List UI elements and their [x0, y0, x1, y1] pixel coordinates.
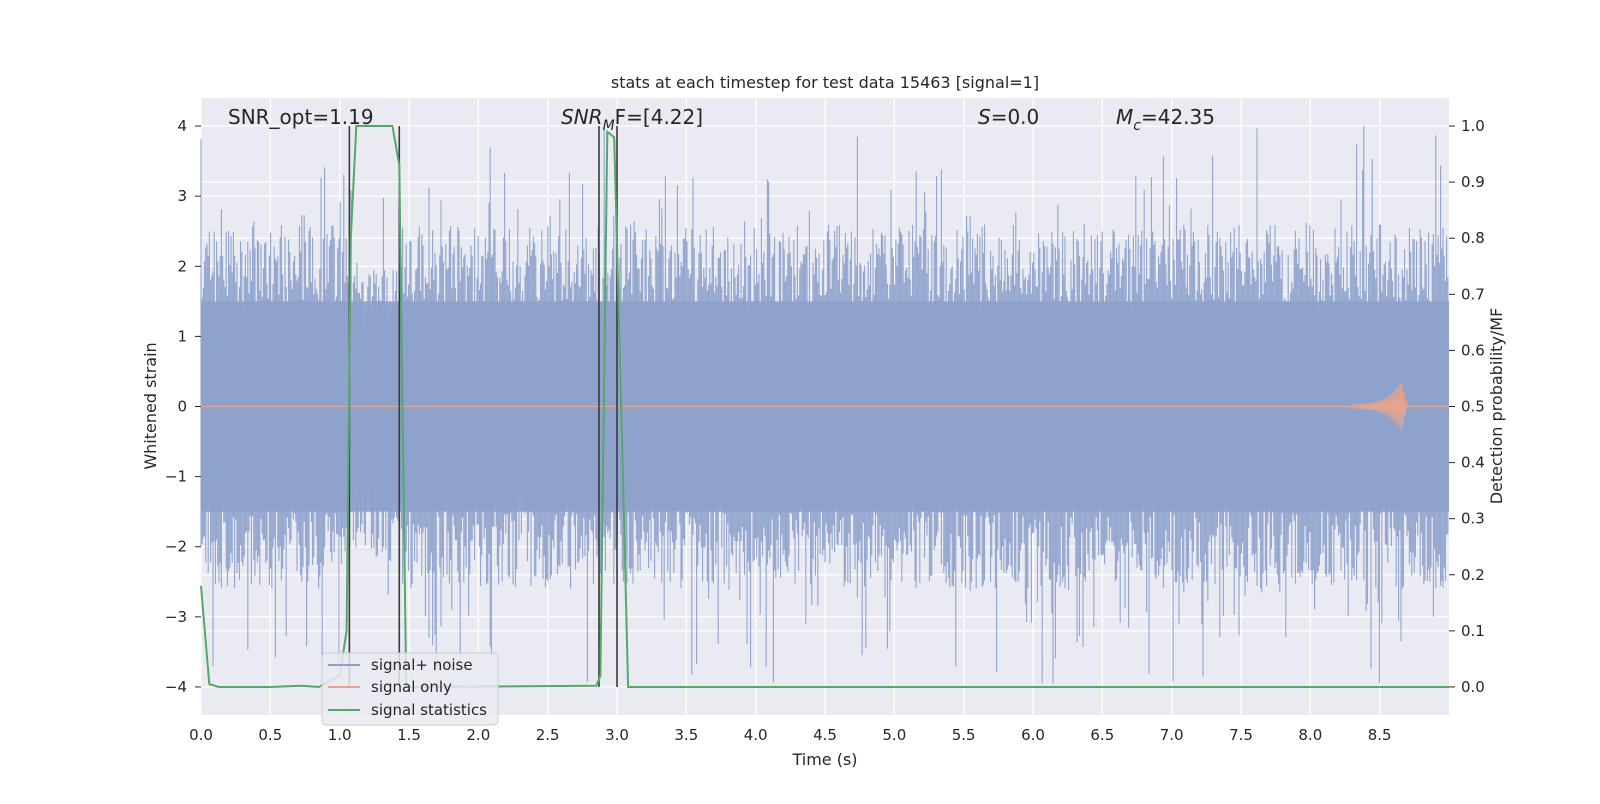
x-tick-label: 0.0: [189, 726, 213, 744]
annotation-mc: Mc=42.35: [1116, 105, 1215, 134]
s-value: =0.0: [991, 105, 1040, 129]
y-tick-label-right: 0.6: [1461, 341, 1485, 359]
chart-title: stats at each timestep for test data 154…: [611, 73, 1039, 92]
tick-layer: 0.0 0.5 1.0 1.5 2.0 2.5 3.0 3.5 4.0 4.5 5.0 5.5 6.0 6…: [165, 117, 1485, 744]
x-tick-label: 1.5: [397, 726, 421, 744]
y-tick-label-right: 0.4: [1461, 454, 1485, 472]
y-tick-label-right: 0.5: [1461, 398, 1485, 416]
y-tick-label-right: 0.8: [1461, 229, 1485, 247]
y-tick-label-right: 0.1: [1461, 622, 1485, 640]
y-tick-label-left: −2: [165, 538, 187, 556]
snr-mf-symbol: SNR: [561, 105, 603, 129]
y-tick-label-left: −4: [165, 678, 187, 696]
x-tick-label: 4.0: [744, 726, 768, 744]
legend-label-noise: signal+ noise: [371, 656, 473, 674]
x-tick-label: 3.5: [674, 726, 698, 744]
mc-value: =42.35: [1141, 105, 1215, 129]
annotation-s: S=0.0: [978, 105, 1039, 129]
y-axis-label-right: Detection probability/MF: [1487, 308, 1506, 505]
y-tick-label-right: 0.0: [1461, 678, 1485, 696]
snr-mf-subscript: M: [603, 118, 615, 134]
x-axis-label: Time (s): [791, 750, 857, 769]
x-tick-label: 7.0: [1160, 726, 1184, 744]
mc-subscript: c: [1133, 118, 1141, 134]
y-tick-label-right: 0.2: [1461, 566, 1485, 584]
x-tick-label: 8.5: [1368, 726, 1392, 744]
y-tick-label-right: 0.3: [1461, 510, 1485, 528]
x-tick-label: 1.0: [328, 726, 352, 744]
snr-mf-value: F=[4.22]: [615, 105, 703, 129]
x-tick-label: 5.5: [952, 726, 976, 744]
x-tick-label: 2.5: [536, 726, 560, 744]
y-tick-label-left: 4: [177, 117, 187, 135]
legend: signal+ noise signal only signal statist…: [321, 652, 499, 726]
y-axis-label-left: Whitened strain: [141, 342, 160, 469]
stat-layer: [200, 125, 1449, 689]
signal-layer: [201, 382, 1449, 431]
x-tick-label: 4.5: [813, 726, 837, 744]
x-tick-label: 0.5: [258, 726, 282, 744]
y-tick-label-left: 1: [177, 327, 187, 345]
x-tick-label: 2.0: [466, 726, 490, 744]
s-symbol: S: [978, 105, 991, 129]
signal-statistics-series: [200, 125, 1449, 689]
legend-label-statistics: signal statistics: [371, 701, 487, 719]
y-tick-label-right: 0.7: [1461, 285, 1485, 303]
mc-symbol: M: [1116, 105, 1133, 129]
signal-only-chirp: [1338, 382, 1408, 431]
annotation-snr-mf: SNRMF=[4.22]: [561, 105, 703, 134]
y-tick-label-left: 3: [177, 187, 187, 205]
x-tick-label: 5.0: [882, 726, 906, 744]
x-tick-label: 6.5: [1090, 726, 1114, 744]
y-tick-label-left: −3: [165, 608, 187, 626]
x-tick-label: 7.5: [1229, 726, 1253, 744]
y-tick-label-left: −1: [165, 468, 187, 486]
annotation-snr-opt: SNR_opt=1.19: [228, 105, 374, 129]
y-tick-label-right: 1.0: [1461, 117, 1485, 135]
legend-label-signal: signal only: [371, 678, 452, 696]
y-tick-label-left: 0: [177, 398, 187, 416]
x-tick-label: 6.0: [1021, 726, 1045, 744]
legend-box: [321, 652, 499, 726]
y-tick-label-right: 0.9: [1461, 173, 1485, 191]
x-tick-label: 3.0: [605, 726, 629, 744]
y-tick-label-left: 2: [177, 257, 187, 275]
x-tick-label: 8.0: [1298, 726, 1322, 744]
